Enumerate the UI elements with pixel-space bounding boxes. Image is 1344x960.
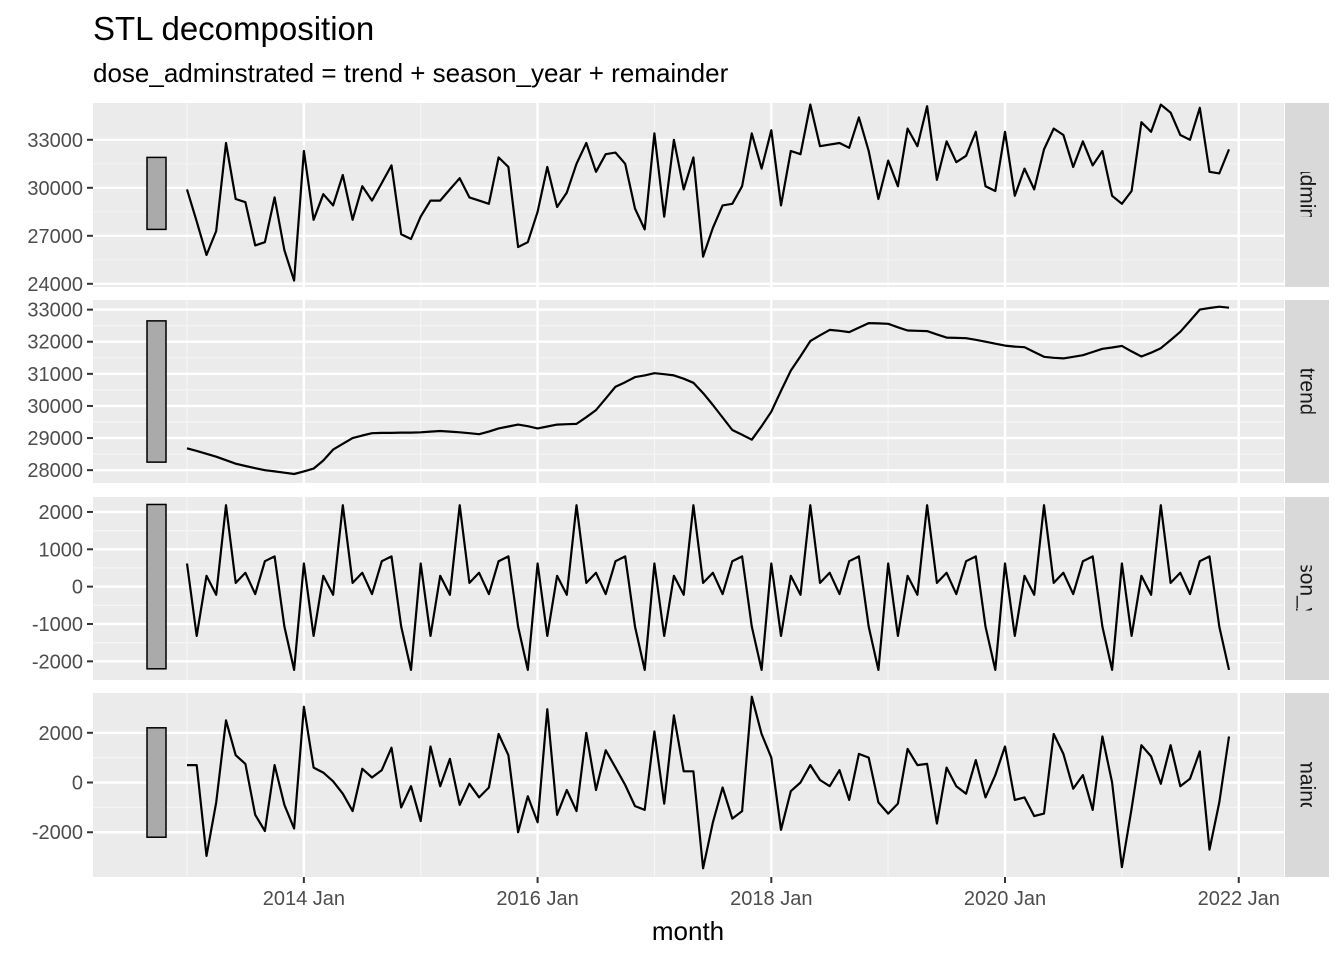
y-tick-label: -2000 [32,822,83,844]
panel-trend: 28000 29000 30000 31000 32000 33000 trend [27,300,1329,483]
y-tick-label: 2000 [39,502,84,524]
x-tick-label: 2020 Jan [964,888,1046,910]
panels: 24000 27000 30000 33000 dose_adminstrated 280… [27,103,1329,877]
chart-title: STL decomposition [93,10,374,47]
y-tick-label: 32000 [27,332,83,354]
x-axis: 2014 Jan 2016 Jan 2018 Jan 2020 Jan 2022 Jan [263,877,1280,910]
y-tick-label: 30000 [27,396,83,418]
strip-background [1285,103,1329,287]
series-line-season-year [185,504,1231,672]
strip-background [1285,300,1329,483]
chart-subtitle: dose_adminstrated = trend + season_year … [93,58,729,88]
y-tick-label: 27000 [27,226,83,248]
panel-background [93,103,1284,287]
y-tick-label: 2000 [39,723,84,745]
x-tick-label: 2018 Jan [730,888,812,910]
y-tick-label: 1000 [39,539,84,561]
y-tick-label: 29000 [27,428,83,450]
x-tick-label: 2022 Jan [1198,888,1280,910]
y-tick-label: 24000 [27,274,83,296]
strip-label-trend: trend [1296,368,1319,416]
scale-bar [146,503,167,670]
y-tick-label: 0 [72,577,83,599]
x-axis-title: month [652,916,724,946]
series-line-dose-adminstrated [185,103,1231,282]
y-tick-label: 0 [72,773,83,795]
x-tick-label: 2014 Jan [263,888,345,910]
strip-background [1285,693,1329,877]
y-tick-label: 31000 [27,364,83,386]
strip-background [1285,497,1329,680]
y-tick-label: 33000 [27,130,83,152]
scale-bar [146,156,167,231]
y-tick-label: -1000 [32,614,83,636]
scale-bar [146,727,167,838]
strip-label-season-year: season_year [1296,528,1319,648]
x-tick-label: 2016 Jan [496,888,578,910]
series-line-remainder [187,695,1231,870]
strip-label-dose-adminstrated: dose_adminstrated [1296,106,1319,285]
panel-season-year: -2000 -1000 0 1000 2000 season_year [32,497,1329,680]
panel-dose-adminstrated: 24000 27000 30000 33000 dose_adminstrated [27,103,1329,296]
panel-remainder: -2000 0 2000 remainder [32,693,1329,877]
y-tick-label: 30000 [27,178,83,200]
y-tick-label: 33000 [27,300,83,322]
y-tick-label: 28000 [27,460,83,482]
panel-background [93,300,1284,483]
panel-background [93,497,1284,680]
series-line-trend [186,305,1230,476]
y-tick-label: -2000 [32,651,83,673]
strip-label-remainder: remainder [1296,738,1319,833]
scale-bar [146,320,167,463]
